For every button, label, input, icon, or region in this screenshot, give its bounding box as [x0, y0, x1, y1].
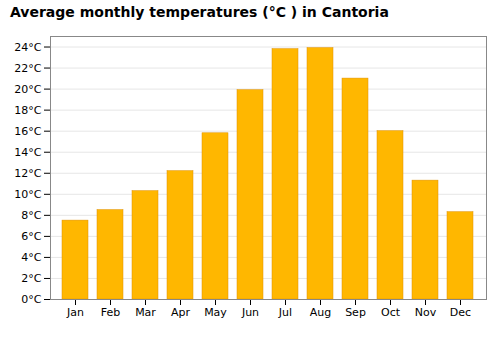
svg-text:24°C: 24°C — [14, 41, 41, 54]
svg-text:12°C: 12°C — [14, 167, 41, 180]
svg-text:22°C: 22°C — [14, 62, 41, 75]
svg-text:10°C: 10°C — [14, 188, 41, 201]
svg-text:8°C: 8°C — [21, 209, 41, 222]
svg-text:Jun: Jun — [241, 306, 259, 319]
svg-text:May: May — [204, 306, 227, 319]
svg-text:Jul: Jul — [278, 306, 292, 319]
svg-text:0°C: 0°C — [21, 293, 41, 306]
svg-text:18°C: 18°C — [14, 104, 41, 117]
svg-text:Jan: Jan — [66, 306, 84, 319]
svg-text:Nov: Nov — [415, 306, 437, 319]
svg-text:Feb: Feb — [101, 306, 120, 319]
svg-text:16°C: 16°C — [14, 125, 41, 138]
svg-text:14°C: 14°C — [14, 146, 41, 159]
svg-text:Dec: Dec — [450, 306, 471, 319]
svg-text:Oct: Oct — [381, 306, 401, 319]
svg-text:Mar: Mar — [135, 306, 156, 319]
svg-text:20°C: 20°C — [14, 83, 41, 96]
svg-text:4°C: 4°C — [21, 251, 41, 264]
svg-text:Aug: Aug — [310, 306, 331, 319]
svg-text:Apr: Apr — [171, 306, 191, 319]
svg-text:Sep: Sep — [345, 306, 366, 319]
svg-text:6°C: 6°C — [21, 230, 41, 243]
html-text:Average monthly temperatures (: Average monthly temperatures (°C ) in Ca… — [10, 4, 389, 20]
svg-text:2°C: 2°C — [21, 272, 41, 285]
